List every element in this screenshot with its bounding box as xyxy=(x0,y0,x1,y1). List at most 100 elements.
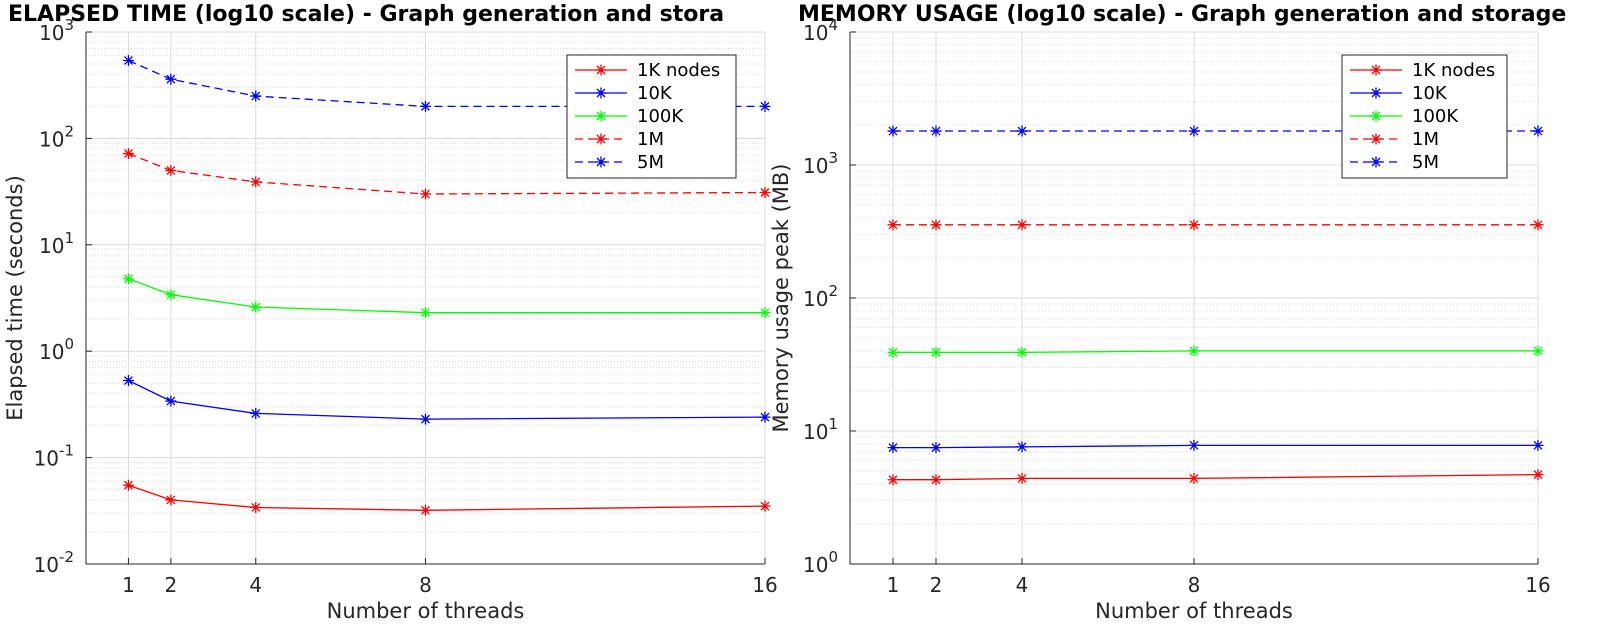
data-point xyxy=(759,500,771,512)
x-tick-label: 1 xyxy=(887,573,900,597)
y-tick-label: 101 xyxy=(39,229,74,258)
series-3 xyxy=(122,148,771,200)
y-tick-base: 10 xyxy=(39,234,64,258)
y-tick-label: 101 xyxy=(803,415,838,444)
series-2 xyxy=(122,273,771,319)
y-tick-label: 103 xyxy=(39,16,74,45)
legend-marker xyxy=(1370,133,1382,145)
data-point xyxy=(420,307,431,319)
y-tick-base: 10 xyxy=(34,447,59,471)
data-point xyxy=(759,187,771,199)
legend-marker xyxy=(1370,87,1382,99)
y-tick-base: 10 xyxy=(803,553,828,577)
data-point xyxy=(165,73,177,85)
data-point xyxy=(122,148,134,160)
data-point xyxy=(165,164,177,176)
y-tick-label: 104 xyxy=(803,16,838,45)
y-tick-exponent: 1 xyxy=(64,229,74,247)
y-tick-label: 100 xyxy=(39,335,74,364)
data-point xyxy=(887,219,899,231)
data-point xyxy=(1016,441,1028,453)
data-point xyxy=(250,90,262,102)
data-point xyxy=(930,125,942,137)
data-point xyxy=(1016,472,1028,484)
data-point xyxy=(1016,219,1028,231)
y-tick-exponent: 2 xyxy=(828,282,838,300)
legend-label: 1K nodes xyxy=(637,60,720,81)
chart-title: ELAPSED TIME (log10 scale) - Graph gener… xyxy=(8,2,724,27)
legend-label: 100K xyxy=(637,106,684,127)
y-tick-base: 10 xyxy=(34,553,59,577)
legend-label: 5M xyxy=(637,152,664,173)
series-0 xyxy=(887,469,1544,486)
legend-label: 10K xyxy=(1412,83,1448,104)
y-tick-base: 10 xyxy=(803,21,828,45)
data-point xyxy=(1532,125,1544,137)
y-tick-exponent: 3 xyxy=(828,149,838,167)
y-tick-label: 102 xyxy=(39,122,74,151)
legend-marker xyxy=(595,87,607,99)
data-point xyxy=(250,176,262,188)
y-tick-base: 10 xyxy=(803,154,828,178)
data-point xyxy=(1188,439,1200,451)
data-point xyxy=(1532,469,1544,481)
y-tick-base: 10 xyxy=(39,127,64,151)
y-tick-base: 10 xyxy=(39,340,64,364)
series-1 xyxy=(122,375,771,425)
series-2 xyxy=(887,345,1544,358)
legend-label: 1K nodes xyxy=(1412,60,1495,81)
data-point xyxy=(250,407,262,419)
data-point xyxy=(420,100,431,112)
data-point xyxy=(420,188,431,200)
x-tick-label: 16 xyxy=(1525,573,1550,597)
data-point xyxy=(887,125,899,137)
data-point xyxy=(420,504,431,516)
y-tick-exponent: 1 xyxy=(828,415,838,433)
y-tick-base: 10 xyxy=(803,420,828,444)
legend-marker xyxy=(1370,156,1382,168)
legend-label: 5M xyxy=(1412,152,1439,173)
data-point xyxy=(165,395,177,407)
data-point xyxy=(930,346,942,358)
data-point xyxy=(250,301,262,313)
data-point xyxy=(165,289,177,301)
x-tick-label: 1 xyxy=(122,573,135,597)
x-tick-label: 4 xyxy=(1016,573,1029,597)
x-tick-label: 2 xyxy=(930,573,943,597)
x-axis-label: Number of threads xyxy=(1095,599,1293,623)
data-point xyxy=(250,501,262,513)
data-point xyxy=(1016,125,1028,137)
data-point xyxy=(759,411,771,423)
data-point xyxy=(1188,345,1200,357)
legend-marker xyxy=(595,156,607,168)
legend-marker xyxy=(595,64,607,76)
y-tick-base: 10 xyxy=(39,21,64,45)
y-axis-label: Elapsed time (seconds) xyxy=(3,175,27,421)
data-point xyxy=(122,479,134,491)
x-tick-label: 4 xyxy=(249,573,262,597)
data-point xyxy=(1188,219,1200,231)
legend-label: 100K xyxy=(1412,106,1459,127)
y-tick-exponent: -2 xyxy=(59,548,74,566)
chart-title: MEMORY USAGE (log10 scale) - Graph gener… xyxy=(798,2,1566,27)
data-point xyxy=(759,307,771,319)
data-point xyxy=(1188,125,1200,137)
legend-marker xyxy=(1370,110,1382,122)
y-tick-label: 10-1 xyxy=(34,442,74,471)
x-axis-label: Number of threads xyxy=(327,599,525,623)
series-0 xyxy=(122,479,771,516)
data-point xyxy=(887,442,899,454)
data-point xyxy=(930,219,942,231)
legend-label: 10K xyxy=(637,83,673,104)
data-point xyxy=(1532,345,1544,357)
data-point xyxy=(420,413,431,425)
legend-label: 1M xyxy=(637,129,664,150)
y-tick-exponent: 0 xyxy=(828,548,838,566)
data-point xyxy=(1532,219,1544,231)
y-tick-label: 10-2 xyxy=(34,548,74,577)
series-4 xyxy=(887,125,1544,137)
y-tick-exponent: 0 xyxy=(64,335,74,353)
